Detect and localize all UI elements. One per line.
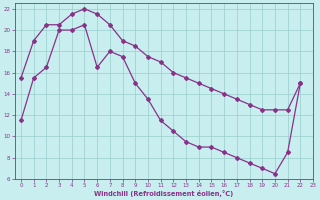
X-axis label: Windchill (Refroidissement éolien,°C): Windchill (Refroidissement éolien,°C): [94, 190, 234, 197]
